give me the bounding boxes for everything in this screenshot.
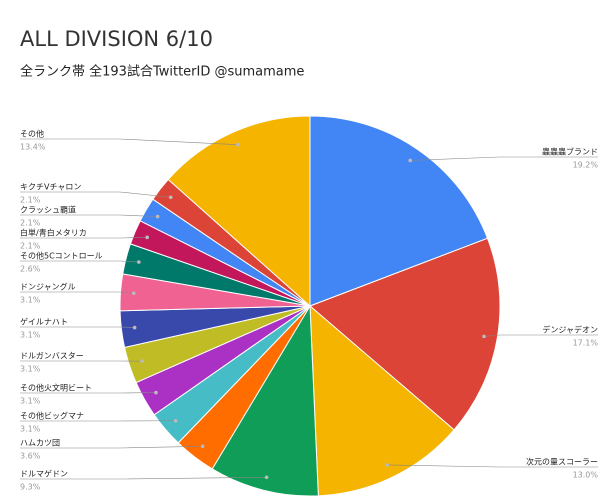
slice-value-label: 3.6% [20, 452, 41, 461]
slice-label: ドンジャングル [20, 282, 76, 292]
pie-slice [167, 115, 311, 308]
leader-dot [173, 418, 178, 423]
leader-dot [385, 463, 390, 467]
leader-dot [131, 291, 136, 296]
leader-line [20, 214, 158, 217]
leader-line [20, 237, 148, 239]
leader-dot [145, 235, 149, 240]
pie-slice [309, 304, 455, 497]
leader-dot [132, 325, 137, 330]
slice-value-label: 9.3% [20, 483, 41, 492]
slice-value-label: 2.1% [20, 219, 41, 228]
slice-label: キクチVチャロン [20, 183, 81, 192]
leader-line [20, 445, 203, 449]
slice-value-label: 13.4% [20, 143, 46, 152]
leader-line [484, 334, 598, 337]
slice-label: 次元の量スコーラー [526, 457, 598, 467]
leader-line [20, 138, 238, 146]
slice-label: その他5Cコントロール [20, 251, 103, 261]
slice-value-label: 3.1% [20, 365, 41, 374]
slice-value-label: 3.1% [20, 296, 41, 305]
leader-line [20, 326, 135, 328]
slice-label: ドルガンバスター [20, 351, 84, 361]
slice-value-label: 3.1% [20, 331, 41, 340]
leader-dot [137, 260, 141, 264]
slice-value-label: 17.1% [573, 339, 599, 348]
pie-slice [211, 304, 319, 497]
slice-value-label: 2.1% [20, 242, 41, 251]
slice-label: その他ビッグマナ [20, 411, 84, 421]
chart-title: ALL DIVISION 6/10 [20, 27, 213, 51]
slice-label: デンジャデオン [542, 325, 598, 335]
leader-dot [235, 142, 240, 147]
slice-label: ハムカツ団 [20, 439, 60, 448]
slice-label: ゲイルナハト [20, 317, 68, 327]
slice-value-label: 19.2% [573, 161, 599, 170]
leader-line [410, 156, 598, 161]
slice-label: その他 [20, 129, 44, 139]
leader-line [387, 464, 598, 468]
slice-value-label: 3.1% [20, 425, 41, 434]
leader-dot [140, 359, 144, 363]
slice-label: ドルマゲドン [20, 469, 68, 479]
pie-slice [309, 115, 489, 307]
leader-dot [155, 214, 160, 219]
slice-value-label: 3.1% [20, 397, 41, 406]
leader-dot [408, 158, 413, 163]
slice-label: その他火文明ビート [20, 383, 92, 393]
chart-subtitle: 全ランク帯 全193試合TwitterID @sumamame [20, 64, 304, 80]
leader-line [20, 476, 267, 480]
leader-line [20, 260, 139, 263]
pie-slice [309, 237, 501, 431]
leader-dot [264, 475, 269, 480]
slice-value-label: 2.6% [20, 265, 41, 274]
slice-value-label: 2.1% [20, 196, 41, 205]
slice-label: クラッシュ覇道 [20, 205, 76, 215]
slice-value-label: 13.0% [573, 471, 599, 480]
slice-label: 蟲蟲蟲ブランド [542, 147, 598, 157]
leader-dot [200, 444, 205, 449]
slice-label: 白単/青白メタリカ [20, 228, 87, 238]
leader-line [20, 191, 171, 198]
leader-dot [168, 195, 173, 200]
leader-line [20, 291, 134, 294]
leader-dot [482, 334, 486, 339]
leader-dot [154, 390, 158, 395]
